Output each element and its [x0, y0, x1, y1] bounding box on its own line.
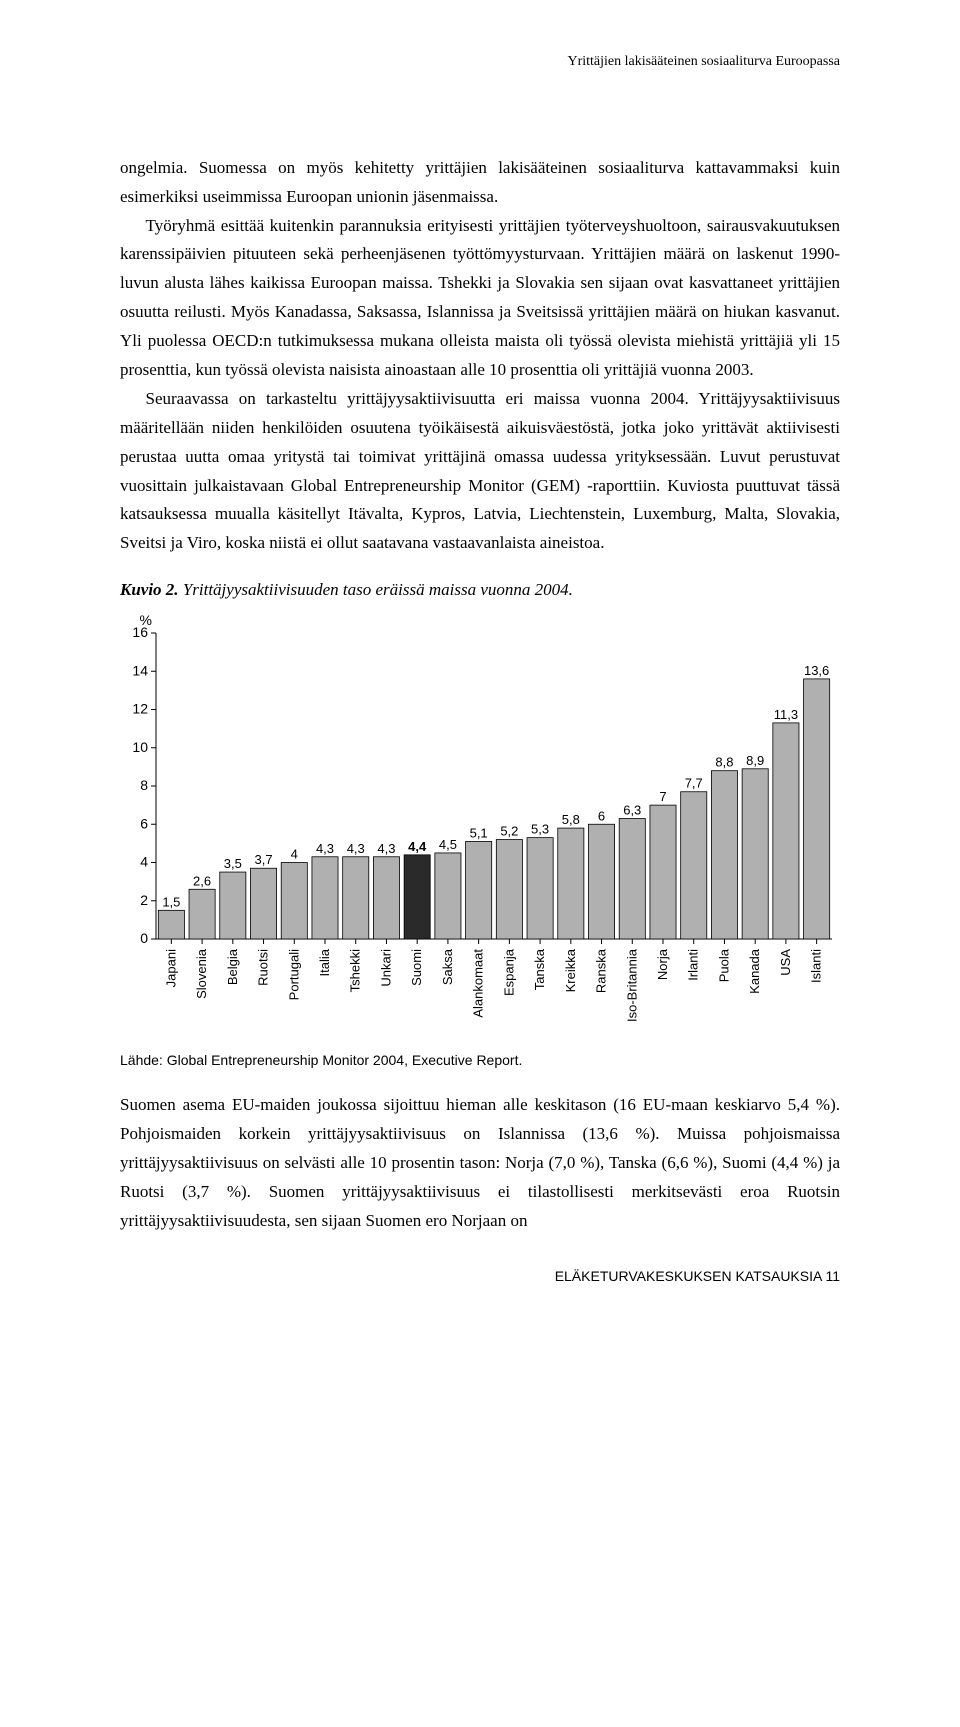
svg-text:Iso-Britannia: Iso-Britannia — [624, 948, 639, 1022]
svg-text:Portugali: Portugali — [286, 949, 301, 1000]
svg-text:Tshekki: Tshekki — [348, 949, 363, 992]
svg-text:1,5: 1,5 — [162, 894, 180, 909]
svg-text:2: 2 — [140, 892, 148, 908]
svg-text:5,1: 5,1 — [470, 826, 488, 841]
svg-text:6: 6 — [598, 808, 605, 823]
svg-text:4: 4 — [140, 854, 148, 870]
page-footer: ELÄKETURVAKESKUKSEN KATSAUKSIA 11 — [120, 1265, 840, 1289]
svg-text:Japani: Japani — [163, 949, 178, 987]
svg-text:12: 12 — [132, 701, 148, 717]
svg-text:6,3: 6,3 — [623, 803, 641, 818]
svg-text:Tanska: Tanska — [532, 948, 547, 990]
svg-text:Puola: Puola — [716, 948, 731, 982]
paragraph-2: Työryhmä esittää kuitenkin parannuksia e… — [120, 212, 840, 385]
svg-text:13,6: 13,6 — [804, 663, 829, 678]
chart-source: Lähde: Global Entrepreneurship Monitor 2… — [120, 1049, 840, 1073]
svg-text:10: 10 — [132, 739, 148, 755]
svg-text:Irlanti: Irlanti — [686, 949, 701, 981]
svg-text:Suomi: Suomi — [409, 949, 424, 986]
svg-text:14: 14 — [132, 662, 148, 678]
chart-title-italic: Yrittäjyysaktiivisuuden taso eräissä mai… — [179, 580, 573, 599]
svg-text:Alankomaat: Alankomaat — [471, 949, 486, 1018]
svg-text:4,3: 4,3 — [377, 841, 395, 856]
svg-text:2,6: 2,6 — [193, 873, 211, 888]
body-text-after: Suomen asema EU-maiden joukossa sijoittu… — [120, 1091, 840, 1235]
svg-text:7: 7 — [659, 789, 666, 804]
svg-text:USA: USA — [778, 949, 793, 976]
chart-title: Kuvio 2. Yrittäjyysaktiivisuuden taso er… — [120, 576, 840, 605]
svg-text:5,3: 5,3 — [531, 822, 549, 837]
svg-text:Saksa: Saksa — [440, 948, 455, 985]
paragraph-3: Seuraavassa on tarkasteltu yrittäjyysakt… — [120, 385, 840, 558]
svg-text:Italia: Italia — [317, 948, 332, 976]
svg-text:5,2: 5,2 — [500, 824, 518, 839]
paragraph-1: ongelmia. Suomessa on myös kehitetty yri… — [120, 154, 840, 212]
page-header: Yrittäjien lakisääteinen sosiaaliturva E… — [120, 50, 840, 74]
svg-text:5,8: 5,8 — [562, 812, 580, 827]
svg-text:3,5: 3,5 — [224, 856, 242, 871]
chart-svg: %02468101214161,5Japani2,6Slovenia3,5Bel… — [120, 609, 840, 1039]
svg-text:4,5: 4,5 — [439, 837, 457, 852]
svg-text:Slovenia: Slovenia — [194, 948, 209, 999]
svg-text:6: 6 — [140, 815, 148, 831]
body-text: ongelmia. Suomessa on myös kehitetty yri… — [120, 154, 840, 558]
chart-title-bold: Kuvio 2. — [120, 580, 179, 599]
svg-text:4,3: 4,3 — [316, 841, 334, 856]
svg-text:11,3: 11,3 — [774, 707, 798, 722]
svg-text:3,7: 3,7 — [255, 852, 273, 867]
svg-text:Espanja: Espanja — [501, 948, 516, 996]
svg-text:Islanti: Islanti — [809, 949, 824, 983]
svg-text:Unkari: Unkari — [378, 949, 393, 987]
svg-text:8,9: 8,9 — [746, 753, 764, 768]
svg-text:Kanada: Kanada — [747, 948, 762, 994]
svg-text:0: 0 — [140, 930, 148, 946]
svg-text:Belgia: Belgia — [225, 948, 240, 985]
svg-text:Kreikka: Kreikka — [563, 948, 578, 992]
bar-chart: %02468101214161,5Japani2,6Slovenia3,5Bel… — [120, 609, 840, 1039]
svg-text:8: 8 — [140, 777, 148, 793]
svg-text:Norja: Norja — [655, 948, 670, 980]
svg-text:Ruotsi: Ruotsi — [256, 949, 271, 986]
paragraph-4: Suomen asema EU-maiden joukossa sijoittu… — [120, 1091, 840, 1235]
svg-text:7,7: 7,7 — [685, 776, 703, 791]
svg-text:4,3: 4,3 — [347, 841, 365, 856]
svg-text:4: 4 — [291, 847, 298, 862]
svg-text:16: 16 — [132, 624, 148, 640]
svg-text:4,4: 4,4 — [408, 839, 427, 854]
svg-text:Ranska: Ranska — [594, 948, 609, 993]
svg-text:8,8: 8,8 — [715, 755, 733, 770]
